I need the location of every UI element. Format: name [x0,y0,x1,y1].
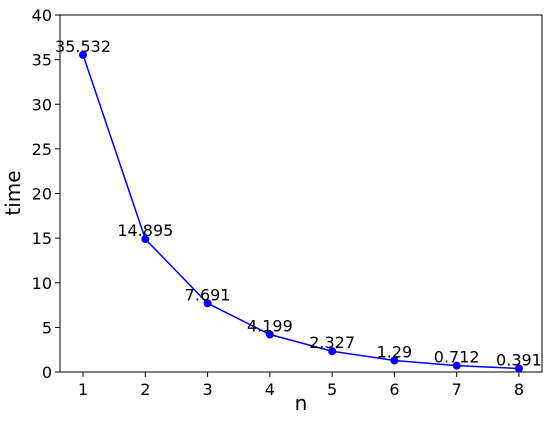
data-label: 0.712 [434,348,480,367]
x-tick-label: 1 [78,380,88,399]
x-axis-title: n [295,391,308,415]
y-tick-label: 40 [32,6,52,25]
point [203,299,212,308]
y-tick-label: 0 [42,363,52,382]
x-tick-label: 4 [265,380,275,399]
point [265,330,274,339]
point [141,235,150,244]
y-tick-label: 35 [32,51,52,70]
x-tick-label: 7 [452,380,462,399]
plot-frame [59,14,543,373]
x-tick-label: 5 [327,380,337,399]
x-tick-label: 2 [140,380,150,399]
x-tick-label: 8 [514,380,524,399]
point [452,361,461,370]
y-tick-label: 30 [32,95,52,114]
point [390,356,399,365]
data-label: 4.199 [247,317,293,336]
y-tick-label: 15 [32,229,52,248]
data-label: 1.29 [377,342,413,361]
data-label: 14.895 [117,221,173,240]
y-tick-label: 25 [32,140,52,159]
y-tick-label: 20 [32,185,52,204]
x-tick-label: 6 [389,380,399,399]
line [82,54,519,370]
x-tick-label: 3 [202,380,212,399]
point [514,364,523,373]
point [328,347,337,356]
data-label: 35.532 [55,37,111,56]
data-label: 0.391 [496,351,542,370]
point [79,50,88,59]
data-label: 7.691 [185,285,231,304]
y-tick-label: 10 [32,274,52,293]
data-label: 2.327 [309,333,355,352]
y-tick-label: 5 [42,318,52,337]
y-axis-title: time [1,170,25,215]
